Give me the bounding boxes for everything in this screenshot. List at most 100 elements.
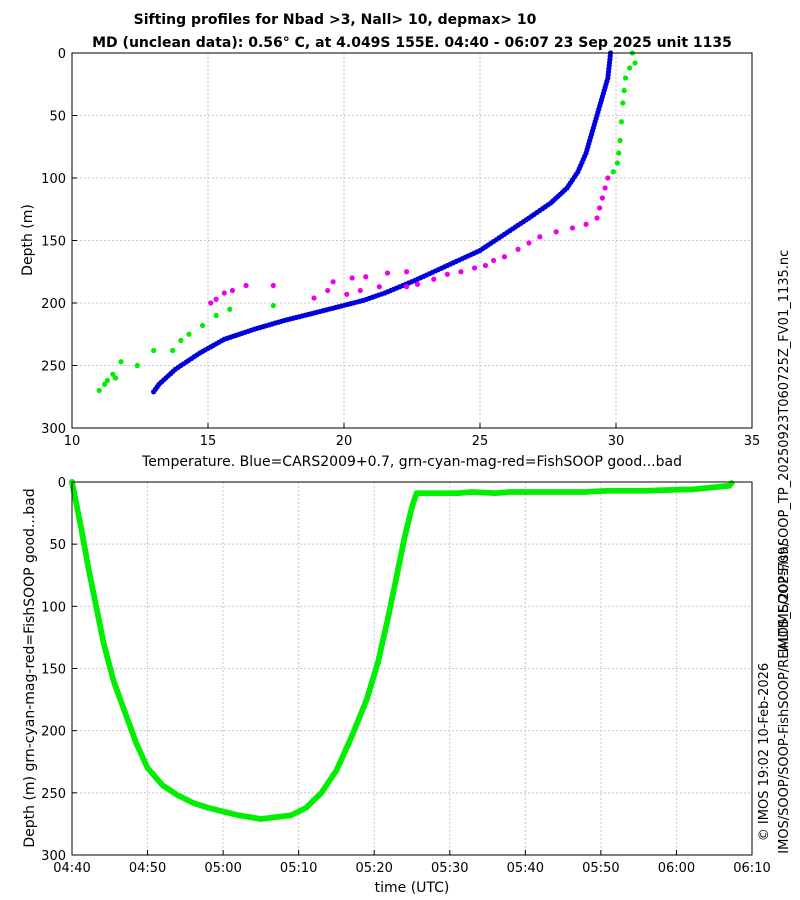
- y-tick-label: 50: [49, 110, 66, 125]
- data-point: [610, 169, 616, 175]
- data-point: [229, 287, 236, 294]
- data-point: [221, 290, 227, 296]
- data-point: [618, 119, 625, 125]
- data-point: [349, 275, 355, 281]
- data-point: [620, 100, 626, 106]
- temperature-plot-points: [96, 50, 638, 395]
- data-point: [403, 284, 410, 290]
- y-tick-label: 250: [41, 360, 66, 375]
- temperature-plot-xlabel: Temperature. Blue=CARS2009+0.7, grn-cyan…: [141, 454, 682, 470]
- depth-time-plot: 04:40 04:50 05:00 05:10 05:20 05:30 05:40 05:50…: [22, 476, 771, 896]
- y-tick-label: 50: [49, 538, 66, 553]
- x-tick-label: 05:40: [507, 861, 544, 876]
- data-point: [616, 150, 622, 156]
- data-point: [594, 215, 600, 221]
- data-point: [553, 229, 559, 235]
- data-point: [569, 225, 576, 231]
- data-point: [444, 271, 450, 277]
- y-tick-label: 100: [41, 172, 66, 187]
- data-point: [243, 282, 249, 289]
- side-credit: © IMOS 19:02 10-Feb-2026: [757, 663, 772, 841]
- x-tick-label: 05:10: [280, 861, 317, 876]
- y-tick-label: 150: [41, 235, 66, 250]
- data-point: [186, 331, 192, 337]
- data-point: [151, 347, 157, 354]
- data-point: [501, 254, 508, 260]
- data-point: [627, 65, 633, 71]
- data-point: [170, 347, 176, 354]
- x-tick-label: 10: [64, 434, 81, 449]
- data-point: [325, 287, 331, 294]
- x-tick-label: 25: [472, 434, 489, 449]
- data-point: [458, 269, 464, 275]
- chart-title-line2: MD (unclean data): 0.56° C, at 4.049S 15…: [92, 35, 732, 51]
- x-tick-label: 04:50: [129, 861, 166, 876]
- data-point: [344, 291, 350, 297]
- depth-time-plot-grid: [72, 482, 752, 855]
- data-point: [213, 296, 219, 302]
- temperature-plot-ticks: 10 15 20 25 30 35 0 50 100 150 200 250 300: [41, 47, 760, 449]
- temperature-plot-ylabel: Depth (m): [20, 204, 36, 276]
- data-point: [104, 377, 110, 384]
- x-tick-label: 35: [744, 434, 761, 449]
- data-point: [151, 389, 157, 395]
- data-point: [622, 75, 629, 81]
- data-point: [526, 240, 532, 246]
- data-point: [515, 246, 521, 252]
- x-tick-label: 06:00: [658, 861, 695, 876]
- data-point: [227, 306, 233, 312]
- data-point: [605, 175, 611, 181]
- data-point: [178, 337, 184, 344]
- data-point: [102, 381, 108, 387]
- x-tick-label: 05:30: [431, 861, 468, 876]
- depth-time-plot-xlabel: time (UTC): [375, 880, 450, 896]
- chart-title-line1: Sifting profiles for Nbad >3, Nall> 10, …: [134, 12, 537, 28]
- data-point: [208, 300, 214, 306]
- data-point: [602, 185, 608, 191]
- data-point: [118, 359, 124, 365]
- data-point: [363, 274, 369, 280]
- x-tick-label: 05:50: [582, 861, 619, 876]
- y-tick-label: 200: [41, 297, 66, 312]
- data-point: [583, 221, 589, 227]
- data-point: [537, 234, 543, 240]
- y-tick-label: 100: [41, 600, 66, 615]
- data-point: [110, 371, 116, 377]
- y-tick-label: 300: [41, 849, 66, 864]
- y-tick-label: 300: [41, 422, 66, 437]
- data-point: [414, 281, 421, 287]
- data-point: [134, 362, 140, 369]
- data-point: [311, 295, 317, 301]
- x-tick-label: 05:00: [204, 861, 241, 876]
- depth-time-plot-ticks: 04:40 04:50 05:00 05:10 05:20 05:30 05:40 05:50…: [41, 476, 771, 876]
- x-tick-label: 15: [200, 434, 217, 449]
- data-point: [384, 270, 391, 276]
- data-point: [270, 302, 276, 309]
- data-point: [728, 480, 735, 487]
- side-path: IMOS/SOOP/SOOP-FishSOOP/REALTIME/2025/09…: [777, 542, 792, 854]
- data-point: [96, 387, 102, 394]
- data-point: [614, 160, 620, 166]
- x-tick-label: 30: [608, 434, 625, 449]
- y-tick-label: 250: [41, 787, 66, 802]
- depth-time-plot-points: [69, 479, 735, 822]
- data-point: [431, 276, 437, 282]
- y-tick-label: 0: [58, 476, 66, 491]
- data-point: [403, 269, 410, 275]
- data-point: [621, 87, 627, 94]
- x-tick-label: 05:20: [355, 861, 392, 876]
- data-point: [199, 322, 206, 329]
- depth-time-plot-ylabel: Depth (m) grn-cyan-mag-red=FishSOOP good…: [22, 488, 38, 847]
- data-point: [491, 257, 497, 264]
- data-point: [471, 265, 478, 271]
- data-point: [376, 284, 382, 290]
- data-point: [597, 205, 603, 211]
- data-point: [112, 375, 119, 381]
- y-tick-label: 0: [58, 47, 66, 62]
- x-tick-label: 20: [336, 434, 353, 449]
- temperature-plot: 10 15 20 25 30 35 0 50 100 150 200 250 300 Temperatu…: [20, 47, 760, 470]
- data-point: [330, 279, 336, 285]
- y-tick-label: 200: [41, 725, 66, 740]
- x-tick-label: 06:10: [733, 861, 770, 876]
